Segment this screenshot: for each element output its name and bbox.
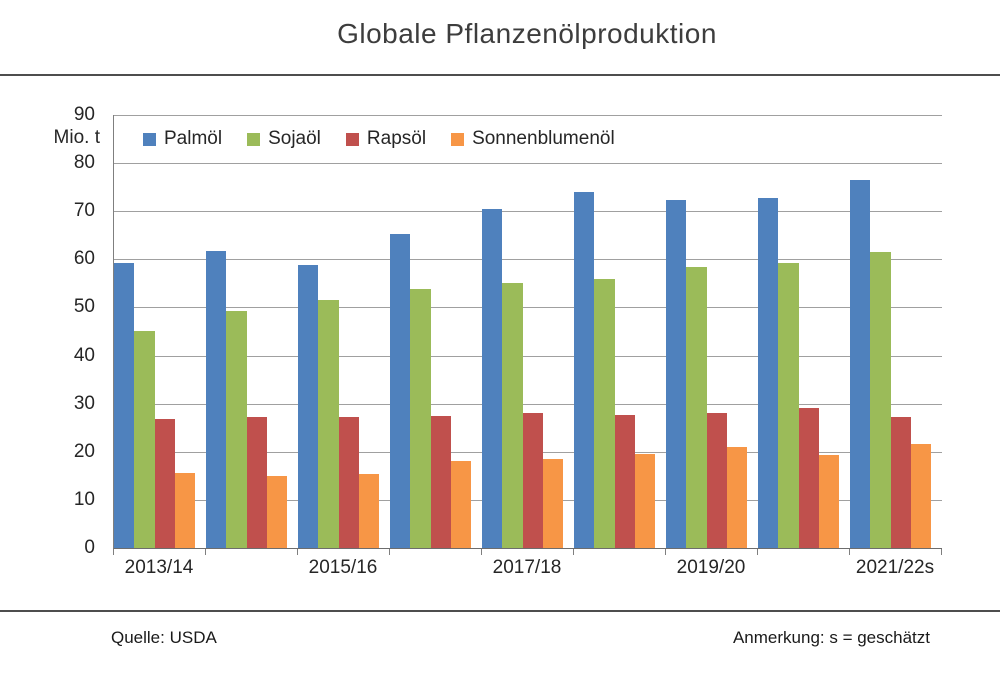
bar-palmöl (298, 264, 319, 548)
bar-sonnenblumenöl (818, 455, 839, 548)
bar-group (666, 115, 758, 548)
bar-group (298, 115, 390, 548)
bar-group (482, 115, 574, 548)
bar-groups (114, 115, 942, 548)
x-tick (849, 549, 850, 555)
x-tick (665, 549, 666, 555)
legend-swatch-icon (247, 132, 261, 146)
bar-sojaöl (318, 300, 339, 548)
legend-label: Sojaöl (268, 128, 321, 149)
bar-sonnenblumenöl (910, 444, 931, 548)
y-tick-label: 80 (73, 152, 95, 174)
y-tick-label: 90 (73, 104, 95, 125)
bar-sonnenblumenöl (450, 460, 471, 548)
x-tick (297, 549, 298, 555)
bar-group (850, 115, 942, 548)
y-tick-label: 70 (73, 200, 95, 222)
bar-sojaöl (778, 263, 799, 548)
legend-item: Sojaöl (247, 128, 321, 150)
legend-label: Palmöl (164, 128, 223, 149)
bar-group (758, 115, 850, 548)
x-tick (389, 549, 390, 555)
bar-rapsöl (706, 413, 727, 548)
bar-sonnenblumenöl (542, 458, 563, 548)
bar-group (114, 115, 206, 548)
x-tick (941, 549, 942, 555)
legend: Palmöl Sojaöl Rapsöl Sonnenblumenöl (143, 128, 615, 150)
bar-rapsöl (338, 417, 359, 548)
gridline (114, 211, 942, 213)
bar-rapsöl (246, 416, 267, 548)
y-tick-label: 50 (73, 296, 95, 318)
y-tick-label: 20 (73, 440, 95, 462)
bar-palmöl (850, 179, 871, 548)
plot-area: Palmöl Sojaöl Rapsöl Sonnenblumenöl (113, 115, 942, 549)
x-tick (573, 549, 574, 555)
bar-group (574, 115, 666, 548)
legend-item: Sonnenblumenöl (451, 128, 615, 150)
bar-palmöl (482, 208, 503, 548)
y-axis-unit-label: Mio. t (53, 127, 100, 148)
bar-sojaöl (410, 289, 431, 548)
bar-rapsöl (798, 408, 819, 548)
legend-label: Rapsöl (366, 128, 427, 149)
y-tick-label: 0 (84, 537, 95, 558)
bar-sojaöl (870, 251, 891, 548)
bar-palmöl (114, 262, 135, 548)
y-tick-label: 30 (73, 392, 95, 414)
y-tick-label: 10 (73, 488, 95, 510)
source-note: Quelle: USDA (111, 628, 217, 647)
x-tick (757, 549, 758, 555)
estimate-note: Anmerkung: s = geschätzt (732, 628, 930, 647)
bar-group (206, 115, 298, 548)
x-tick (481, 549, 482, 555)
bar-sonnenblumenöl (174, 473, 195, 548)
bar-palmöl (758, 198, 779, 548)
bar-palmöl (574, 191, 595, 548)
bar-rapsöl (522, 413, 543, 548)
chart-title: Globale Pflanzenölproduktion (337, 18, 717, 49)
bar-rapsöl (890, 416, 911, 548)
gridline (114, 403, 942, 405)
x-tick (113, 549, 114, 555)
gridline (114, 163, 942, 165)
bottom-divider (0, 610, 1000, 612)
x-tick-label: 2015/16 (308, 557, 378, 578)
bar-group (390, 115, 482, 548)
x-tick-label: 2019/20 (676, 557, 746, 578)
bar-sojaöl (594, 279, 615, 548)
y-tick-label: 40 (73, 344, 95, 366)
bar-rapsöl (430, 416, 451, 548)
legend-swatch-icon (345, 132, 359, 146)
legend-label: Sonnenblumenöl (472, 128, 615, 149)
bar-rapsöl (614, 414, 635, 548)
y-tick-label: 60 (73, 248, 95, 270)
top-divider (0, 74, 1000, 76)
bar-sonnenblumenöl (634, 454, 655, 548)
gridline (114, 115, 942, 116)
bar-palmöl (390, 234, 411, 548)
gridline (114, 259, 942, 261)
bar-sonnenblumenöl (358, 474, 379, 548)
bar-sojaöl (502, 282, 523, 548)
bar-palmöl (666, 200, 687, 548)
gridline (114, 355, 942, 357)
bar-sojaöl (226, 310, 247, 548)
x-tick-label: 2013/14 (124, 557, 194, 578)
bar-sonnenblumenöl (266, 476, 287, 548)
bar-sonnenblumenöl (726, 446, 747, 548)
legend-item: Palmöl (143, 128, 222, 150)
legend-swatch-icon (451, 132, 465, 146)
bar-sojaöl (686, 267, 707, 548)
bar-rapsöl (154, 418, 175, 548)
bar-palmöl (206, 250, 227, 548)
x-tick-label: 2017/18 (492, 557, 562, 578)
legend-swatch-icon (143, 132, 156, 146)
legend-item: Rapsöl (345, 128, 427, 150)
x-tick-label: 2021/22s (855, 557, 935, 578)
bar-sojaöl (134, 330, 155, 548)
x-tick (205, 549, 206, 555)
gridline (114, 307, 942, 309)
